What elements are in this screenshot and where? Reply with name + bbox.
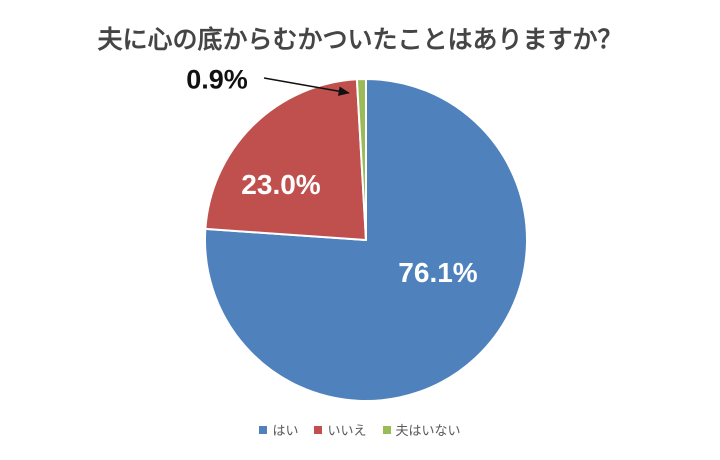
legend-swatch-yes (259, 425, 268, 434)
data-label-yes: 76.1% (398, 257, 478, 288)
legend-item-no-husband: 夫はいない (382, 420, 461, 439)
chart-title: 夫に心の底からむかついたことはありますか？ (97, 26, 623, 54)
data-label-no-husband: 0.9% (186, 64, 248, 95)
data-label-no: 23.0% (241, 169, 321, 200)
pie-slice-1 (204, 78, 367, 241)
legend-swatch-no-husband (382, 425, 391, 434)
legend-item-no: いいえ (314, 420, 367, 439)
legend-label-no: いいえ (327, 423, 367, 438)
legend-label-yes: はい (272, 423, 299, 438)
legend-item-yes: はい (259, 420, 298, 439)
legend-label-no-husband: 夫はいない (395, 423, 461, 438)
pie-slices (203, 78, 528, 402)
pie-slice-2 (355, 78, 367, 241)
callout-arrow (263, 77, 350, 96)
legend-swatch-no (314, 425, 323, 434)
legend: はい いいえ 夫はいない (0, 420, 720, 439)
